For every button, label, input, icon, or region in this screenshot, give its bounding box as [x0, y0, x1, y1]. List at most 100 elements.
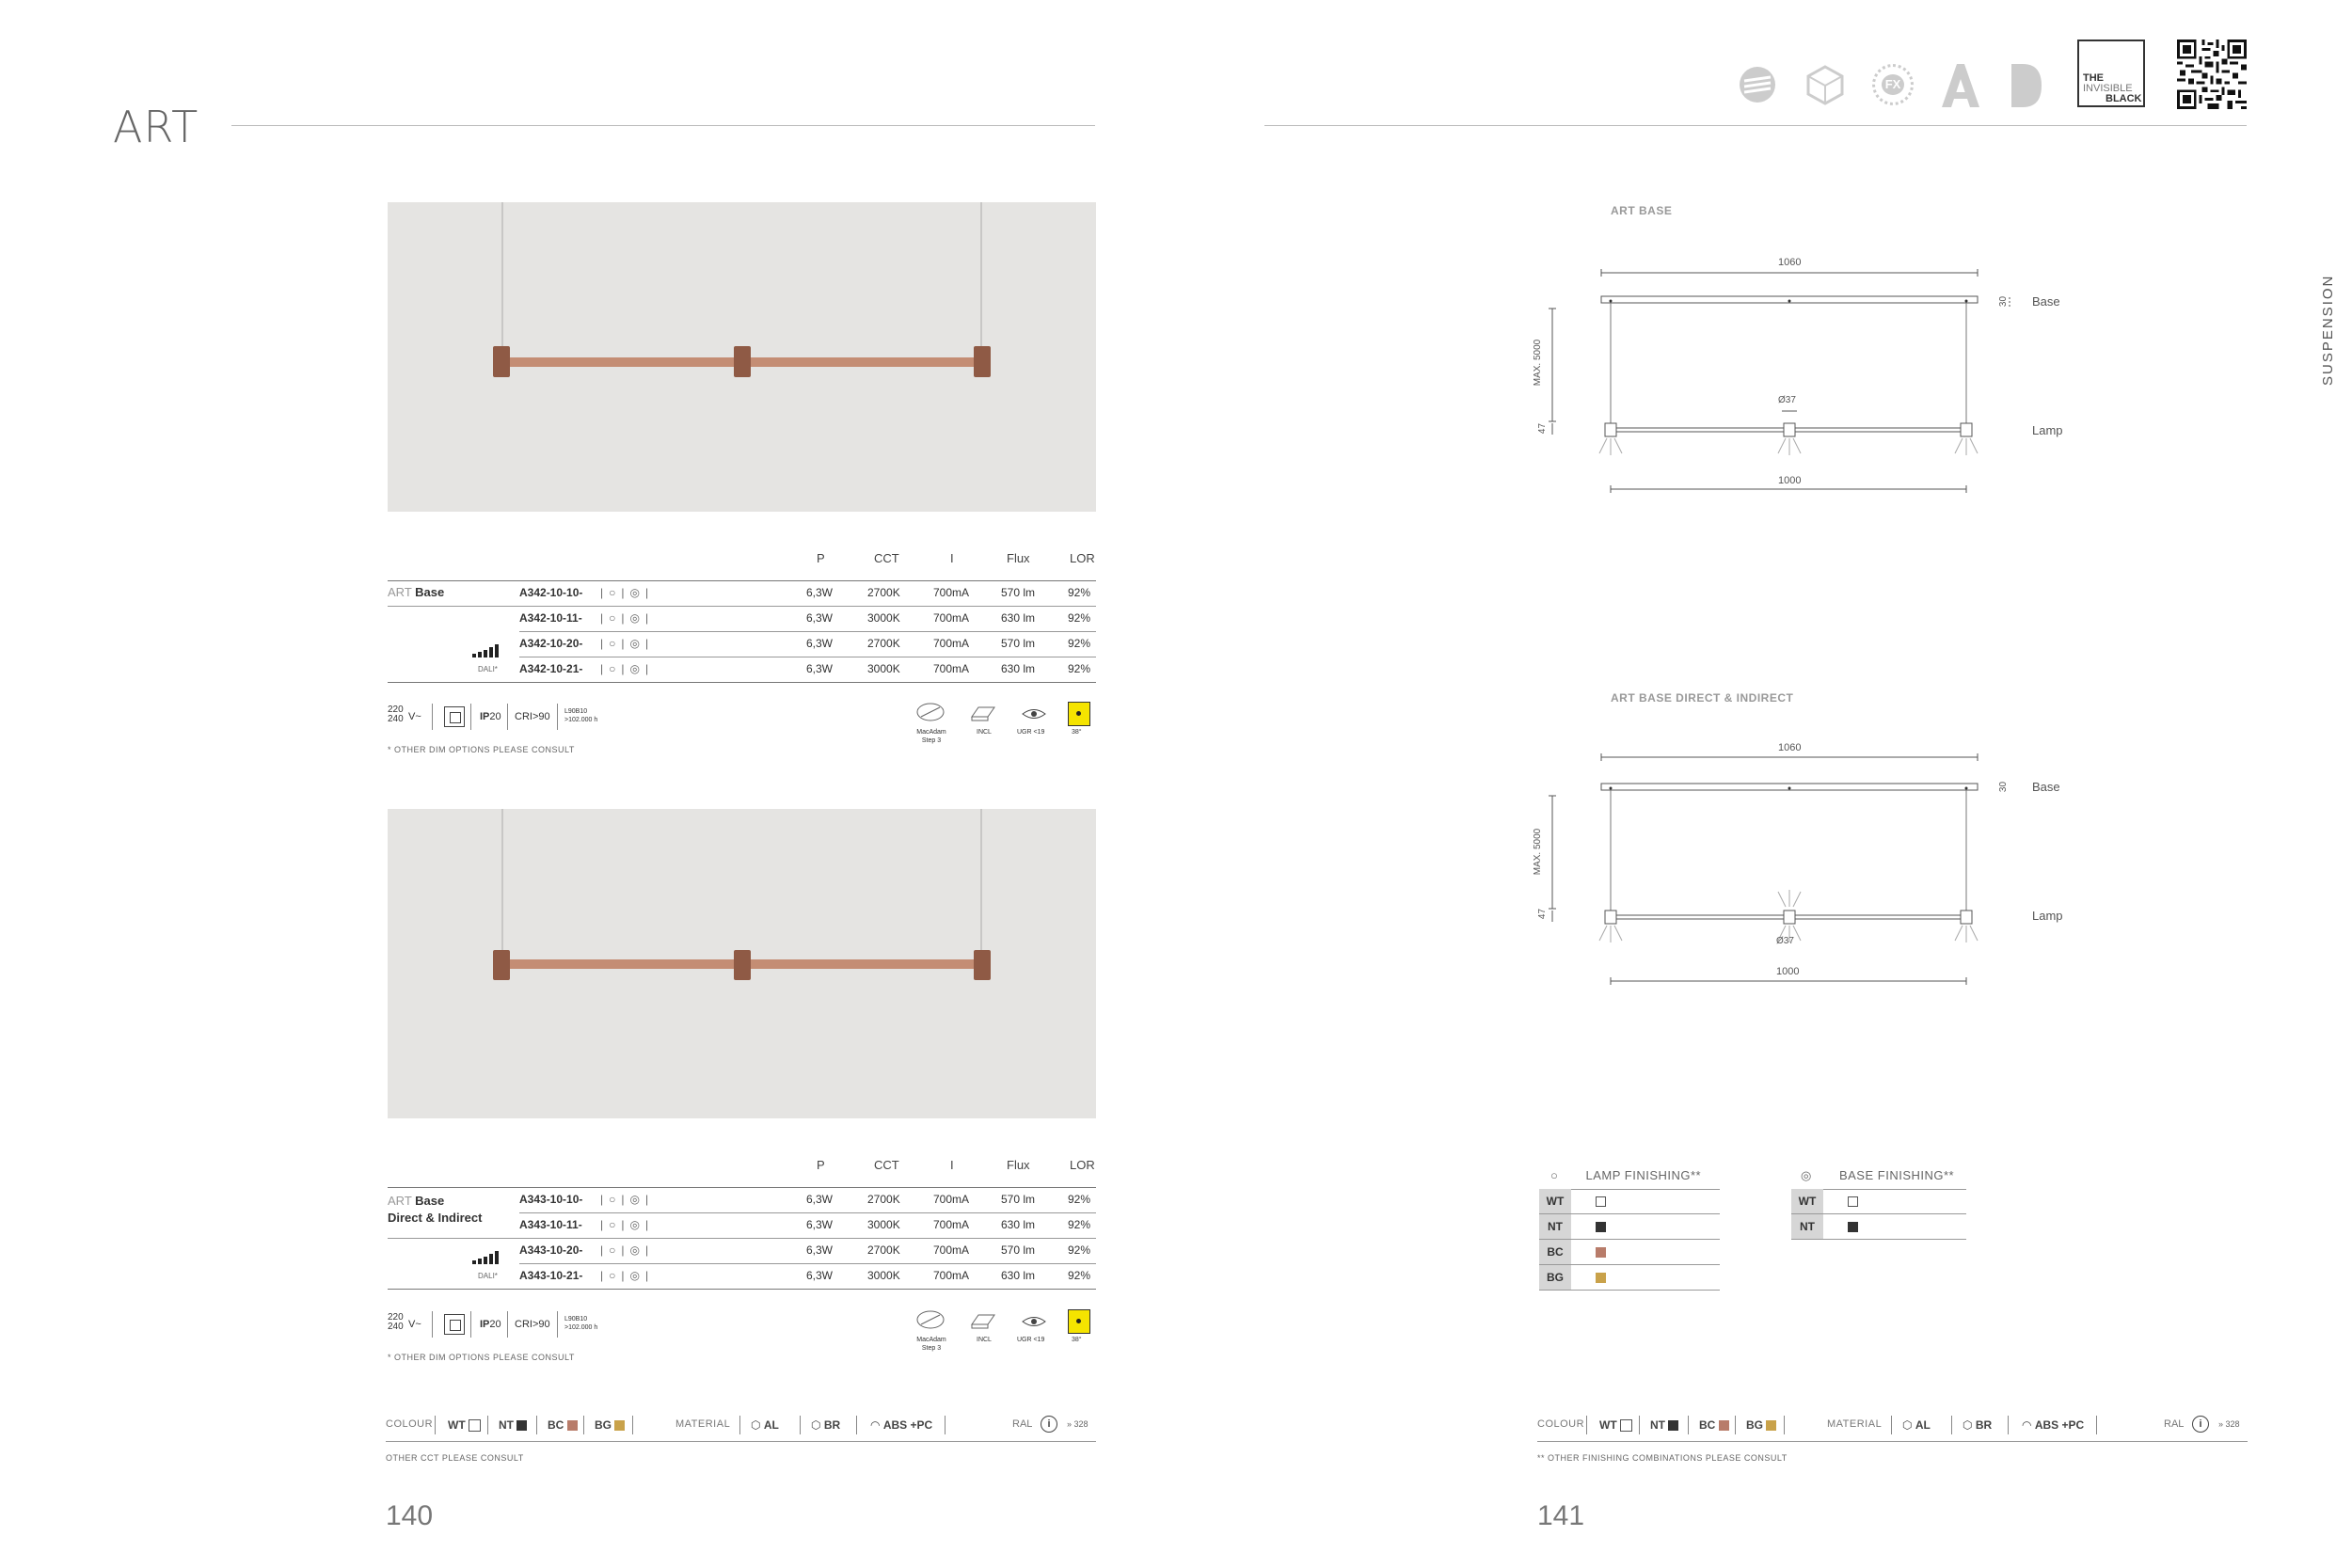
page-number-right: 141: [1537, 1500, 1585, 1531]
table-bottom-rule: [388, 682, 1096, 683]
abs-pc-icon: ◠: [2022, 1418, 2032, 1432]
table-row: A342-10-10- |○|◎| 6,3W 2700K 700mA 570 l…: [388, 580, 1096, 607]
spec-strip: 220 240 V~ IP20 CRI>90 L90B10 >102.000 h M…: [388, 701, 1096, 744]
dimmable-icon: [470, 643, 502, 663]
dim-note: * OTHER DIM OPTIONS PLEASE CONSULT: [388, 745, 575, 754]
macadam-icon: [916, 701, 945, 726]
table-row: A342-10-20- |○|◎| 6,3W 2700K 700mA 570 l…: [519, 631, 1096, 657]
lamp-finishing-title: ○ LAMP FINISHING**: [1550, 1168, 1702, 1182]
driver-icon: [969, 704, 997, 725]
col-flux: Flux: [1007, 1158, 1030, 1172]
col-p: P: [817, 551, 825, 565]
info-icon[interactable]: i: [1041, 1416, 1057, 1433]
base-height-label: 30: [1998, 295, 2010, 308]
abs-pc-icon: ◠: [870, 1418, 881, 1432]
finish-row: NT: [1791, 1214, 1966, 1240]
finish-row: BC: [1539, 1240, 1720, 1265]
table-rule: [388, 1238, 1096, 1239]
beam-angle-icon: [1068, 1309, 1090, 1334]
a-logo-icon: [1938, 62, 1983, 114]
diameter-label: Ø37: [1776, 936, 1794, 946]
header-rule: [1264, 125, 2247, 126]
dimmable-icon: [470, 1250, 502, 1270]
col-flux: Flux: [1007, 551, 1030, 565]
dim-note: * OTHER DIM OPTIONS PLEASE CONSULT: [388, 1353, 575, 1362]
table-row: A343-10-20- |○|◎| 6,3W 2700K 700mA 570 l…: [519, 1238, 1096, 1264]
footer-rule: [1537, 1441, 2248, 1442]
brass-icon: ⬡: [811, 1418, 821, 1432]
finish-row: WT: [1791, 1189, 1966, 1214]
table-row: A342-10-11- |○|◎| 6,3W 3000K 700mA 630 l…: [519, 606, 1096, 632]
spec-strip: 220 240 V~ IP20 CRI>90 L90B10 >102.000 h M…: [388, 1308, 1096, 1352]
col-i: I: [950, 551, 954, 565]
product-photo-base: [388, 202, 1096, 512]
length-label: 1000: [1776, 966, 1800, 977]
d-logo-icon: [2008, 62, 2045, 114]
technical-drawing-direct-indirect: [1549, 753, 1979, 985]
col-cct: CCT: [874, 551, 899, 565]
macadam-icon: [916, 1308, 945, 1334]
spec-table-header: P CCT I Flux LOR: [388, 1158, 1096, 1177]
base-finishing-title: ◎ BASE FINISHING**: [1801, 1168, 1955, 1182]
overall-width-label: 1060: [1778, 257, 1802, 268]
qr-code-icon[interactable]: [2177, 40, 2247, 114]
table-bottom-rule: [388, 1289, 1096, 1290]
page-title: ART: [113, 102, 199, 152]
brass-icon: ⬡: [1963, 1418, 1973, 1432]
table-row: A343-10-10- |○|◎| 6,3W 2700K 700mA 570 l…: [519, 1187, 1096, 1213]
aluminium-icon: ⬡: [751, 1418, 761, 1432]
lamp-circle-icon: ○: [1550, 1168, 1558, 1182]
product-name: ART Base: [388, 585, 445, 599]
cube-icon: [1804, 64, 1846, 110]
driver-icon: [969, 1311, 997, 1333]
table-top-rule: [388, 580, 1096, 581]
col-p: P: [817, 1158, 825, 1172]
footer-rule: [386, 1441, 1096, 1442]
legend-strip: COLOUR WT NT BC BG MATERIAL ⬡ AL ⬡ BR ◠ …: [1537, 1416, 2248, 1436]
col-i: I: [950, 1158, 954, 1172]
diameter-label: Ø37: [1778, 395, 1796, 405]
award-icon: [1737, 64, 1778, 110]
ugr-eye-icon: [1021, 704, 1047, 727]
pendant-lamp-illustration: [493, 202, 991, 377]
base-double-circle-icon: ◎: [1801, 1168, 1812, 1182]
lamp-height-label: 47: [1537, 908, 1549, 920]
info-icon[interactable]: i: [2192, 1416, 2209, 1433]
length-label: 1000: [1778, 475, 1802, 486]
table-top-rule: [388, 1187, 1096, 1188]
aluminium-icon: ⬡: [1902, 1418, 1913, 1432]
class-ii-icon: [444, 706, 465, 727]
lamp-label: Lamp: [2032, 423, 2063, 437]
ugr-eye-icon: [1021, 1311, 1047, 1335]
dali-label: DALI*: [478, 1272, 498, 1280]
base-label: Base: [2032, 294, 2060, 309]
pendant-lamp-illustration: [493, 809, 991, 980]
col-lor: LOR: [1070, 551, 1095, 565]
table-row: A342-10-21- |○|◎| 6,3W 3000K 700mA 630 l…: [519, 657, 1096, 683]
product-name: ART Base Direct & Indirect: [388, 1194, 483, 1225]
lamp-height-label: 47: [1537, 422, 1549, 435]
table-row: A343-10-21- |○|◎| 6,3W 3000K 700mA 630 l…: [519, 1263, 1096, 1290]
max-drop-label: MAX. 5000: [1533, 828, 1544, 876]
drawing-title: ART BASE DIRECT & INDIRECT: [1611, 691, 1794, 705]
legend-strip: COLOUR WT NT BC BG MATERIAL ⬡ AL ⬡ BR ◠ …: [386, 1416, 1096, 1436]
page-number-left: 140: [386, 1500, 434, 1531]
col-lor: LOR: [1070, 1158, 1095, 1172]
base-height-label: 30: [1998, 781, 2010, 793]
lamp-label: Lamp: [2032, 909, 2063, 923]
technical-drawing-base: [1549, 269, 2010, 493]
finish-row: BG: [1539, 1265, 1720, 1291]
cct-note: OTHER CCT PLEASE CONSULT: [386, 1453, 524, 1463]
spec-table-header: P CCT I Flux LOR: [388, 551, 1096, 570]
class-ii-icon: [444, 1314, 465, 1335]
base-label: Base: [2032, 780, 2060, 794]
the-invisible-black-logo: THE INVISIBLE BLACK: [2077, 40, 2145, 107]
section-side-label: SUSPENSION: [2320, 274, 2336, 386]
finishing-note: ** OTHER FINISHING COMBINATIONS PLEASE C…: [1537, 1453, 1788, 1463]
header-rule: [231, 125, 1095, 126]
max-drop-label: MAX. 5000: [1533, 339, 1544, 387]
dali-label: DALI*: [478, 665, 498, 673]
finish-row: WT: [1539, 1189, 1720, 1214]
fx-logo-icon: FX: [1872, 64, 1914, 105]
beam-angle-icon: [1068, 702, 1090, 726]
